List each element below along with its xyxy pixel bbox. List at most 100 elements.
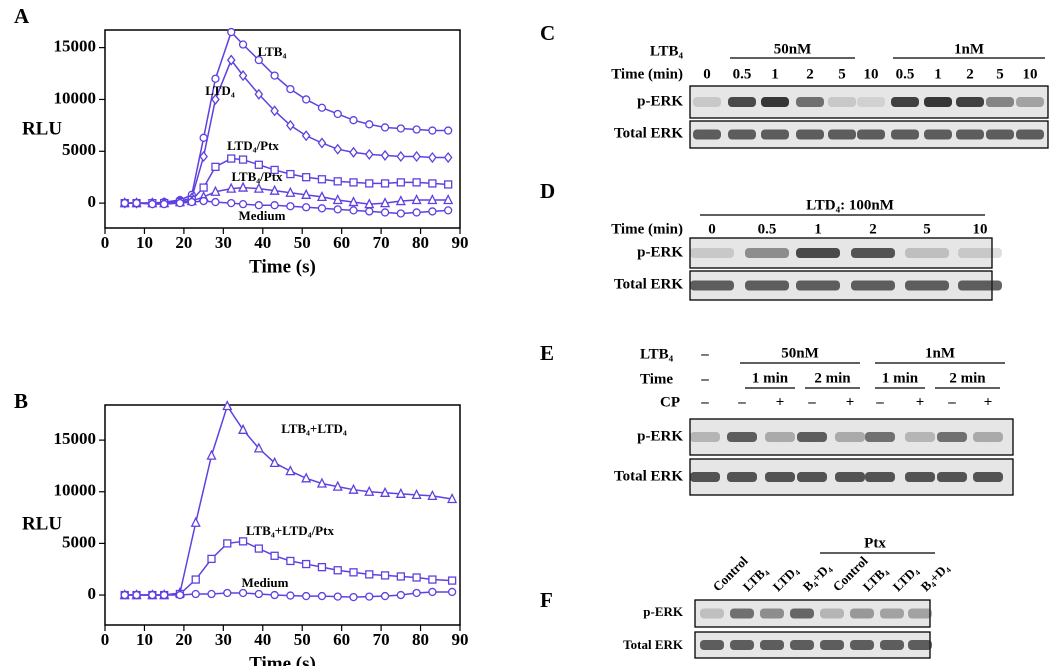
x-tick-label: 50 (294, 630, 311, 649)
marker (365, 207, 374, 216)
marker (316, 190, 327, 202)
marker (380, 149, 390, 161)
marker (270, 105, 279, 117)
marker (317, 563, 327, 572)
marker (396, 572, 405, 581)
marker (254, 201, 263, 210)
marker (222, 400, 233, 411)
marker (364, 485, 375, 496)
group-label: 1nM (954, 41, 984, 57)
marker (238, 588, 248, 598)
marker (302, 559, 311, 569)
band (905, 280, 949, 291)
band (728, 97, 756, 107)
lane-label: 2 (806, 66, 814, 82)
marker (223, 588, 232, 598)
y-axis-title: RLU (22, 513, 62, 534)
panel-letter: A (14, 4, 30, 28)
series-label: LTB₄ (258, 44, 287, 59)
marker (270, 71, 279, 80)
marker (349, 178, 358, 187)
marker (332, 480, 343, 491)
series-label: LTB₄+LTD₄/Ptx (246, 523, 334, 538)
x-tick-label: 10 (136, 630, 153, 649)
group-label: Ptx (864, 535, 886, 551)
y-axis-title: RLU (22, 118, 62, 139)
marker (120, 590, 129, 600)
marker (317, 591, 327, 601)
marker (380, 197, 391, 208)
band (908, 608, 932, 619)
marker (412, 178, 421, 187)
x-tick-label: 40 (254, 233, 271, 252)
band (850, 608, 874, 619)
band (905, 432, 935, 442)
marker (132, 590, 141, 600)
band-label: p-ERK (637, 244, 683, 260)
marker (427, 489, 438, 501)
lane-label: 1 (934, 66, 942, 82)
marker (428, 151, 437, 164)
lane-label: 0.5 (733, 66, 752, 82)
band (835, 432, 865, 442)
band (857, 97, 885, 107)
marker (396, 590, 405, 600)
y-tick-label: 10000 (54, 88, 97, 107)
marker (428, 575, 437, 584)
marker (254, 589, 263, 599)
marker (380, 591, 390, 601)
marker (427, 194, 438, 205)
marker (199, 133, 208, 142)
x-tick-label: 60 (333, 630, 350, 649)
marker (317, 175, 327, 184)
band (690, 432, 720, 442)
marker (199, 183, 208, 192)
marker (412, 150, 421, 163)
row-label: CP (660, 394, 680, 410)
marker (211, 162, 220, 171)
marker (333, 592, 342, 601)
band (956, 97, 984, 107)
band (905, 472, 935, 482)
marker (447, 587, 457, 597)
lane-label: 5 (838, 66, 846, 82)
marker (380, 123, 390, 132)
marker (227, 27, 236, 37)
x-tick-label: 80 (412, 630, 429, 649)
marker (286, 202, 295, 211)
marker (286, 84, 295, 94)
band (796, 97, 824, 107)
x-tick-label: 70 (373, 233, 390, 252)
marker (380, 571, 390, 580)
marker (380, 208, 390, 217)
marker (395, 487, 406, 498)
marker (253, 442, 264, 453)
x-tick-label: 20 (175, 233, 192, 252)
marker (349, 116, 358, 125)
lane-label: + (916, 394, 925, 410)
band (727, 472, 757, 482)
row-label: LTB₄ (650, 43, 684, 59)
marker (207, 554, 216, 564)
series-label: Medium (242, 575, 289, 590)
band (1016, 129, 1044, 140)
band (796, 129, 824, 140)
blot-strip (689, 237, 993, 269)
y-tick-label: 10000 (54, 481, 97, 500)
marker (333, 566, 342, 575)
band (727, 432, 757, 442)
marker (444, 206, 453, 215)
lane-label: 5 (923, 221, 931, 237)
band-label: p-ERK (637, 93, 683, 109)
marker (316, 477, 327, 488)
lane-label: 1 (771, 66, 779, 82)
band (937, 432, 967, 442)
lane-label: + (984, 394, 993, 410)
marker (238, 155, 248, 164)
group-label: LTD₄: 100nM (806, 197, 894, 213)
x-tick-label: 0 (101, 630, 110, 649)
marker (211, 197, 220, 207)
lane-label: B₄+D₄ (918, 560, 952, 594)
series-label: LTB₄+LTD₄ (281, 421, 347, 436)
